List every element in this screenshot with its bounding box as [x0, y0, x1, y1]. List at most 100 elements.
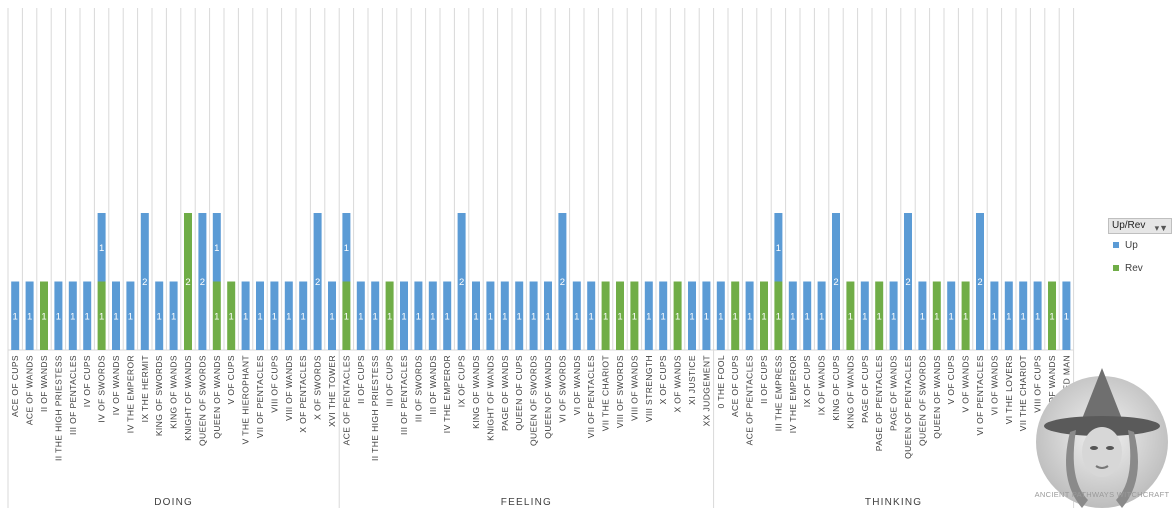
data-label-up: 1	[689, 311, 694, 322]
data-label-up: 1	[819, 311, 824, 322]
bar-up	[97, 213, 106, 282]
category-label: ACE OF CUPS	[730, 355, 740, 417]
legend-swatch-rev	[1113, 265, 1119, 272]
data-label-up: 1	[805, 311, 810, 322]
category-label: III OF SWORDS	[413, 355, 423, 422]
legend: Up/Rev ▾▼ Up Rev	[1108, 218, 1172, 288]
bar-up	[54, 281, 63, 350]
data-label-up: 1	[1035, 311, 1040, 322]
data-label-up: 1	[992, 311, 997, 322]
bar-rev	[846, 281, 855, 350]
bar-up	[889, 281, 898, 350]
data-label-up: 2	[977, 277, 982, 288]
category-label: VII OF PENTACLES	[586, 355, 596, 438]
data-label-up: 2	[315, 277, 320, 288]
bar-up	[112, 281, 120, 350]
category-label: VIII OF CUPS	[269, 355, 279, 413]
data-label-up: 1	[445, 311, 450, 322]
legend-item-up[interactable]: Up	[1113, 240, 1138, 251]
bar-rev	[932, 281, 941, 350]
bar-up	[328, 281, 336, 350]
bar-up	[155, 281, 164, 350]
data-label-rev: 1	[1049, 311, 1054, 322]
bar-up	[140, 213, 149, 350]
data-label-up: 1	[1021, 311, 1026, 322]
data-label-up: 1	[517, 311, 522, 322]
bar-up	[241, 281, 250, 350]
data-label-up: 1	[531, 311, 536, 322]
bar-rev	[97, 281, 106, 350]
data-label-up: 1	[790, 311, 795, 322]
bar-up	[832, 213, 840, 350]
category-label: KING OF SWORDS	[154, 355, 164, 436]
category-label: IV OF WANDS	[111, 355, 121, 415]
data-label-up: 1	[589, 311, 594, 322]
data-label-up: 1	[214, 243, 219, 254]
data-label-rev: 1	[214, 311, 219, 322]
category-label: VI OF PENTACLES	[975, 355, 985, 435]
data-label-up: 1	[373, 311, 378, 322]
data-label-up: 2	[560, 277, 565, 288]
category-label: ACE OF PENTACLES	[341, 355, 351, 445]
bar-rev	[673, 281, 682, 350]
bar-rev	[184, 213, 192, 350]
category-label: II THE HIGH PRIESTESS	[370, 355, 380, 461]
category-label: QUEEN OF SWORDS	[917, 355, 927, 446]
data-label-rev: 1	[761, 311, 766, 322]
category-label: IX OF WANDS	[817, 355, 827, 415]
bar-rev	[875, 281, 884, 350]
bar-up	[83, 281, 92, 350]
data-label-rev: 1	[617, 311, 622, 322]
bar-up	[904, 213, 912, 350]
category-label: IX OF CUPS	[802, 355, 812, 407]
data-label-up: 1	[430, 311, 435, 322]
data-label-rev: 1	[877, 311, 882, 322]
data-label-up: 2	[905, 277, 910, 288]
category-label: QUEEN OF SWORDS	[197, 355, 207, 446]
bar-up	[659, 281, 668, 350]
category-label: QUEEN OF CUPS	[514, 355, 524, 431]
data-label-up: 1	[862, 311, 867, 322]
bar-up	[299, 281, 308, 350]
data-label-up: 2	[833, 277, 838, 288]
data-label-up: 1	[70, 311, 75, 322]
legend-label-up: Up	[1125, 240, 1138, 251]
data-label-up: 1	[1064, 311, 1069, 322]
bar-up	[414, 281, 423, 350]
bar-up	[558, 213, 567, 350]
category-label: IV THE EMPEROR	[442, 355, 452, 433]
group-label: FEELING	[501, 497, 552, 508]
category-label: XVI THE TOWER	[327, 355, 337, 427]
bar-rev	[1048, 281, 1056, 350]
bar-up	[529, 281, 538, 350]
bar-up	[515, 281, 524, 350]
data-label-rev: 1	[963, 311, 968, 322]
bar-up	[342, 213, 351, 282]
legend-title: Up/Rev	[1112, 220, 1146, 231]
category-label: VI THE LOVERS	[1004, 355, 1014, 424]
bar-up	[270, 281, 279, 350]
data-label-up: 1	[416, 311, 421, 322]
data-label-rev: 1	[733, 311, 738, 322]
legend-filter-button[interactable]: Up/Rev ▾▼	[1108, 218, 1172, 234]
data-label-up: 1	[891, 311, 896, 322]
category-label: KING OF WANDS	[845, 355, 855, 429]
bar-up	[702, 281, 711, 350]
group-label: THINKING	[865, 497, 922, 508]
data-label-up: 2	[142, 277, 147, 288]
legend-item-rev[interactable]: Rev	[1113, 263, 1143, 274]
bar-up	[356, 281, 365, 350]
category-label: VII OF PENTACLES	[255, 355, 265, 438]
category-label: VIII OF WANDS	[629, 355, 639, 421]
bar-up	[1019, 281, 1028, 350]
group-label: DOING	[154, 497, 193, 508]
data-label-up: 1	[128, 311, 133, 322]
data-label-up: 1	[329, 311, 334, 322]
data-label-up: 1	[718, 311, 723, 322]
data-label-up: 1	[243, 311, 248, 322]
category-label: III OF PENTACLES	[399, 355, 409, 435]
legend-swatch-up	[1113, 242, 1119, 249]
category-label: II OF WANDS	[39, 355, 49, 412]
bar-up	[947, 281, 956, 350]
bar-up	[1062, 281, 1071, 350]
